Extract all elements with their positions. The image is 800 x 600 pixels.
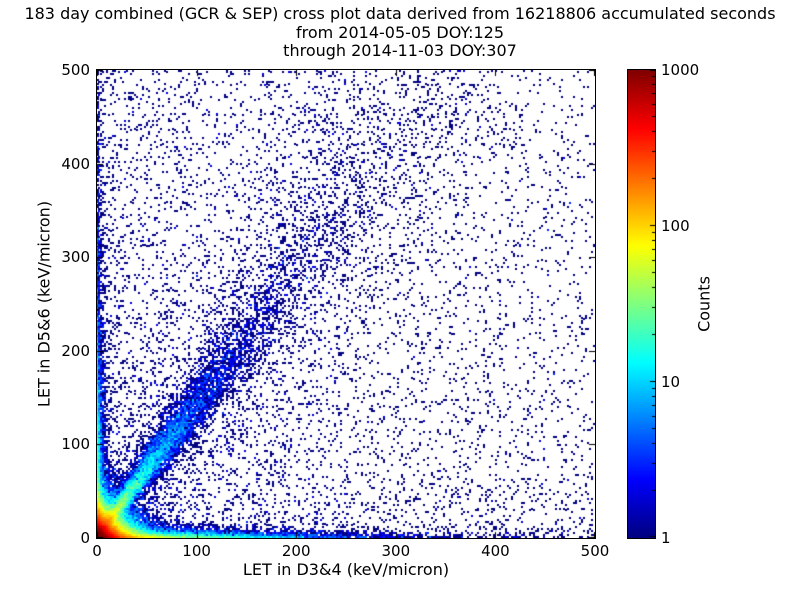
- y-tick-label: 100: [61, 435, 90, 454]
- colorbar-label: Counts: [694, 276, 714, 332]
- colorbar-frame: [627, 69, 656, 539]
- x-tick-label: 0: [92, 542, 102, 560]
- x-tick-label: 500: [580, 542, 610, 560]
- y-tick-label: 300: [61, 248, 90, 267]
- chart-title: 183 day combined (GCR & SEP) cross plot …: [24, 4, 776, 23]
- colorbar-tick-label: 1: [661, 529, 671, 547]
- x-tick-label: 300: [381, 542, 411, 560]
- chart-subtitle-from: from 2014-05-05 DOY:125: [295, 23, 504, 42]
- colorbar-tick-label: 10: [661, 373, 681, 391]
- colorbar-tick-label: 100: [661, 217, 690, 235]
- y-tick-label: 200: [61, 341, 90, 360]
- y-tick-label: 500: [61, 61, 90, 79]
- y-tick-label: 0: [80, 529, 90, 547]
- plot-frame: [96, 69, 596, 539]
- y-tick-label: 400: [61, 154, 90, 173]
- scatter-plot-canvas: [97, 70, 595, 538]
- y-axis-label: LET in D5&6 (keV/micron): [34, 200, 54, 408]
- colorbar-tick-label: 1000: [661, 61, 700, 79]
- x-tick-label: 200: [281, 542, 311, 560]
- colorbar-canvas: [628, 70, 655, 538]
- chart-subtitle-through: through 2014-11-03 DOY:307: [283, 41, 517, 60]
- x-tick-label: 400: [481, 542, 510, 560]
- x-tick-label: 100: [182, 542, 211, 560]
- x-axis-label: LET in D3&4 (keV/micron): [242, 560, 450, 579]
